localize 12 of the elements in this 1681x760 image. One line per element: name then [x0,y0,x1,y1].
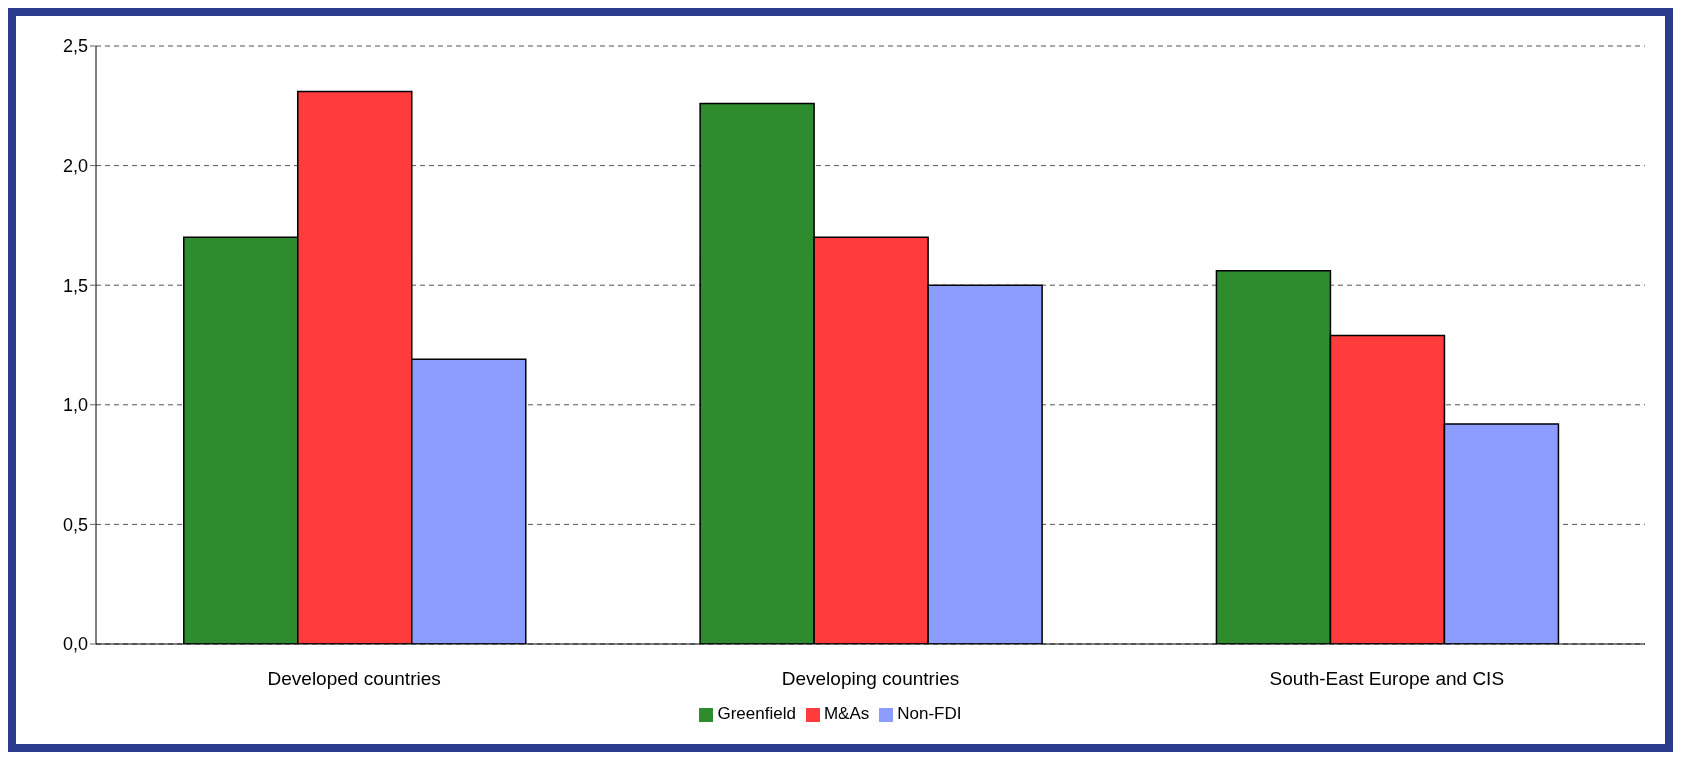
legend-label: Greenfield [717,704,796,723]
x-tick-label: South-East Europe and CIS [1269,668,1505,690]
x-tick-label: Developing countries [781,668,960,690]
y-tick-label: 0,0 [62,634,88,655]
y-tick-label: 2,5 [62,36,88,57]
y-tick-label: 1,0 [62,395,88,416]
legend-label: M&As [823,704,870,723]
legend-label: Non-FDI [897,704,962,723]
x-tick-label: Developed countries [267,668,441,690]
y-tick-label: 2,0 [62,155,88,176]
y-tick-label: 0,5 [62,514,88,535]
y-tick-label: 1,5 [62,275,88,296]
